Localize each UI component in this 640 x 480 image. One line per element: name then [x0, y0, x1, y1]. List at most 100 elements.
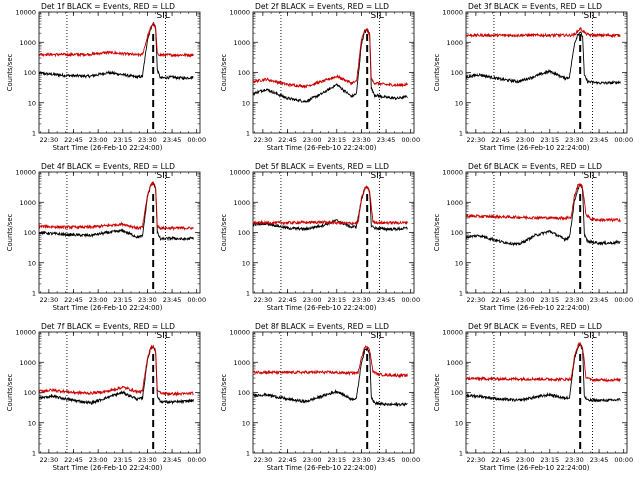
series-events-line	[466, 31, 621, 85]
y-tick-label: 1000	[19, 199, 36, 207]
y-tick-label: 1	[32, 450, 36, 458]
x-tick-label: 23:30	[352, 296, 371, 304]
x-tick-label: 23:15	[540, 456, 559, 464]
x-tick-label: 23:00	[89, 296, 108, 304]
x-tick-label: 23:45	[163, 296, 182, 304]
y-axis-label: Counts/sec	[433, 54, 441, 92]
saa-annotation: SIL	[156, 11, 169, 21]
y-tick-label: 100	[238, 389, 250, 397]
x-tick-label: 00:00	[614, 136, 633, 144]
y-tick-label: 10	[242, 259, 250, 267]
y-tick-label: 100	[238, 69, 250, 77]
x-tick-label: 22:45	[64, 456, 83, 464]
x-tick-label: 00:00	[614, 456, 633, 464]
x-tick-label: 00:00	[614, 296, 633, 304]
chart-panel: Det 7f BLACK = Events, RED = LLD 1 10 100 10…	[6, 322, 206, 472]
x-tick-label: 00:00	[187, 296, 206, 304]
chart-panel: Det 1f BLACK = Events, RED = LLD 1 10 100 10…	[6, 2, 206, 152]
x-axis-label: Start Time (26-Feb-10 22:24:00)	[267, 144, 377, 152]
plot-frame	[465, 331, 628, 454]
y-tick-label: 1000	[233, 359, 250, 367]
y-tick-label: 10	[455, 99, 463, 107]
series-events-line	[39, 181, 194, 242]
y-tick-label: 100	[24, 389, 36, 397]
x-tick-label: 22:45	[278, 296, 297, 304]
y-tick-label: 1000	[446, 359, 463, 367]
y-tick-label: 100	[451, 229, 463, 237]
chart-panel: Det 9f BLACK = Events, RED = LLD 1 10 100 10…	[433, 322, 633, 472]
x-tick-label: 22:45	[491, 296, 510, 304]
y-tick-label: 10000	[15, 329, 36, 337]
y-tick-label: 1	[246, 290, 250, 298]
saa-annotation: SIL	[583, 331, 596, 341]
y-tick-label: 10	[242, 99, 250, 107]
x-tick-label: 23:45	[590, 136, 609, 144]
y-tick-label: 10000	[229, 169, 250, 177]
x-tick-label: 22:45	[64, 296, 83, 304]
y-tick-label: 10000	[442, 169, 463, 177]
series-lld-line	[253, 345, 408, 379]
y-tick-label: 1	[246, 450, 250, 458]
x-tick-label: 23:30	[565, 296, 584, 304]
chart-panel: Det 4f BLACK = Events, RED = LLD 1 10 100 10…	[6, 162, 206, 312]
x-tick-label: 23:30	[352, 456, 371, 464]
chart-title: Det 1f BLACK = Events, RED = LLD	[41, 2, 175, 11]
y-tick-label: 10000	[15, 169, 36, 177]
series-events-line	[466, 342, 621, 403]
x-tick-label: 23:15	[113, 136, 132, 144]
y-tick-label: 100	[451, 69, 463, 77]
x-tick-label: 23:30	[138, 456, 157, 464]
x-tick-label: 22:30	[253, 456, 272, 464]
x-axis-label: Start Time (26-Feb-10 22:24:00)	[480, 304, 590, 312]
y-tick-label: 100	[451, 389, 463, 397]
x-tick-label: 00:00	[187, 456, 206, 464]
series-lld-line	[466, 183, 621, 223]
y-tick-label: 10000	[15, 9, 36, 17]
x-tick-label: 22:45	[278, 456, 297, 464]
saa-annotation: SIL	[370, 171, 383, 181]
x-tick-label: 22:45	[64, 136, 83, 144]
x-tick-label: 23:30	[565, 136, 584, 144]
plot-frame	[38, 11, 201, 134]
saa-annotation: SIL	[583, 171, 596, 181]
x-tick-label: 23:00	[516, 296, 535, 304]
y-axis-label: Counts/sec	[433, 214, 441, 252]
y-tick-label: 100	[24, 69, 36, 77]
series-events-line	[466, 184, 621, 247]
x-tick-label: 22:30	[253, 296, 272, 304]
y-tick-label: 1000	[233, 39, 250, 47]
x-tick-label: 23:30	[138, 136, 157, 144]
y-tick-label: 1000	[446, 39, 463, 47]
y-tick-label: 1000	[19, 359, 36, 367]
y-tick-label: 100	[24, 229, 36, 237]
y-tick-label: 10000	[229, 329, 250, 337]
series-lld-line	[39, 344, 194, 397]
chart-panel: Det 8f BLACK = Events, RED = LLD 1 10 100 10…	[220, 322, 420, 472]
x-axis-label: Start Time (26-Feb-10 22:24:00)	[53, 464, 163, 472]
y-tick-label: 1	[459, 130, 463, 138]
chart-title: Det 9f BLACK = Events, RED = LLD	[468, 322, 602, 331]
series-events-line	[39, 21, 194, 81]
x-tick-label: 23:45	[377, 136, 396, 144]
series-lld-line	[253, 185, 408, 227]
chart-panel: Det 5f BLACK = Events, RED = LLD 1 10 100 10…	[220, 162, 420, 312]
x-tick-label: 00:00	[401, 296, 420, 304]
chart-panel: Det 2f BLACK = Events, RED = LLD 1 10 100 10…	[220, 2, 420, 152]
y-tick-label: 1000	[233, 199, 250, 207]
y-tick-label: 100	[238, 229, 250, 237]
x-tick-label: 22:45	[491, 456, 510, 464]
x-tick-label: 22:45	[491, 136, 510, 144]
saa-annotation: SIL	[156, 171, 169, 181]
saa-annotation: SIL	[583, 11, 596, 21]
x-axis-label: Start Time (26-Feb-10 22:24:00)	[267, 464, 377, 472]
x-axis-label: Start Time (26-Feb-10 22:24:00)	[53, 304, 163, 312]
x-tick-label: 22:30	[39, 136, 58, 144]
x-tick-label: 23:00	[516, 456, 535, 464]
plot-frame	[252, 171, 415, 294]
x-axis-label: Start Time (26-Feb-10 22:24:00)	[480, 144, 590, 152]
series-lld-line	[39, 21, 194, 58]
y-axis-label: Counts/sec	[220, 214, 228, 252]
x-tick-label: 23:30	[138, 296, 157, 304]
x-tick-label: 23:00	[303, 296, 322, 304]
y-axis-label: Counts/sec	[6, 374, 14, 412]
